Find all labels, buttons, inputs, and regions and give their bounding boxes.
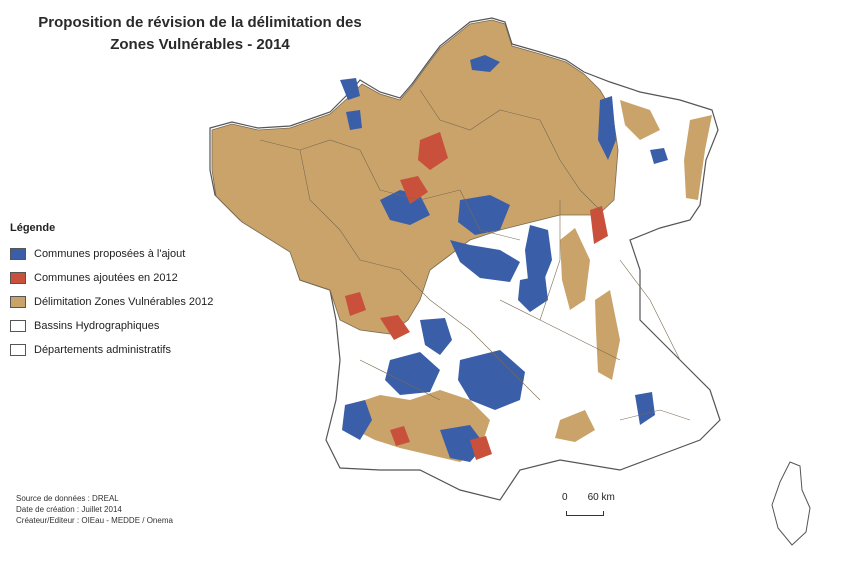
zv-rhone [595, 290, 620, 380]
title-line-2: Zones Vulnérables - 2014 [110, 36, 290, 53]
swatch-zv-2012 [10, 296, 26, 308]
zv-alsace-south [560, 228, 590, 310]
title-line-1: Proposition de révision de la délimitati… [38, 14, 362, 31]
ajoutees-2012-areas [345, 132, 608, 460]
zv-lorraine [620, 100, 660, 140]
legend-title: Légende [10, 222, 56, 234]
credits-date: Date de création : Juillet 2014 [16, 505, 122, 514]
legend: Légende Communes proposées à l'ajout Com… [10, 222, 250, 362]
legend-item-ajoutees-2012: Communes ajoutées en 2012 [10, 266, 250, 290]
swatch-ajout [10, 248, 26, 260]
legend-label-ajout: Communes proposées à l'ajout [34, 248, 186, 260]
credits: Source de données : DREAL Date de créati… [16, 493, 173, 526]
scale-end-group: 60 km [588, 492, 615, 503]
ajout-areas [340, 55, 668, 462]
legend-label-ajoutees-2012: Communes ajoutées en 2012 [34, 272, 178, 284]
department-boundaries [259, 89, 691, 421]
scale-labels: 0 60 km [560, 492, 640, 503]
credits-source: Source de données : DREAL [16, 494, 119, 503]
scale-line [566, 511, 604, 516]
legend-label-zv-2012: Délimitation Zones Vulnérables 2012 [34, 296, 214, 308]
legend-label-bassins: Bassins Hydrographiques [34, 320, 160, 332]
swatch-ajoutees-2012 [10, 272, 26, 284]
legend-item-ajout: Communes proposées à l'ajout [10, 242, 250, 266]
credits-creator: Créateur/Editeur : OIEau - MEDDE / Onema [16, 516, 173, 525]
scale-end: 60 [587, 492, 599, 503]
corsica-outline [771, 461, 811, 546]
zv-east-strip [684, 115, 712, 200]
scale-bar: 0 60 km [560, 492, 640, 522]
swatch-bassins [10, 320, 26, 332]
swatch-departements [10, 344, 26, 356]
zv-south-east [555, 410, 595, 442]
legend-item-bassins: Bassins Hydrographiques [10, 314, 250, 338]
map-title: Proposition de révision de la délimitati… [20, 12, 380, 56]
scale-unit: km [601, 492, 615, 503]
legend-item-departements: Départements administratifs [10, 338, 250, 362]
legend-item-zv-2012: Délimitation Zones Vulnérables 2012 [10, 290, 250, 314]
scale-start: 0 [562, 492, 568, 503]
legend-label-departements: Départements administratifs [34, 344, 171, 356]
